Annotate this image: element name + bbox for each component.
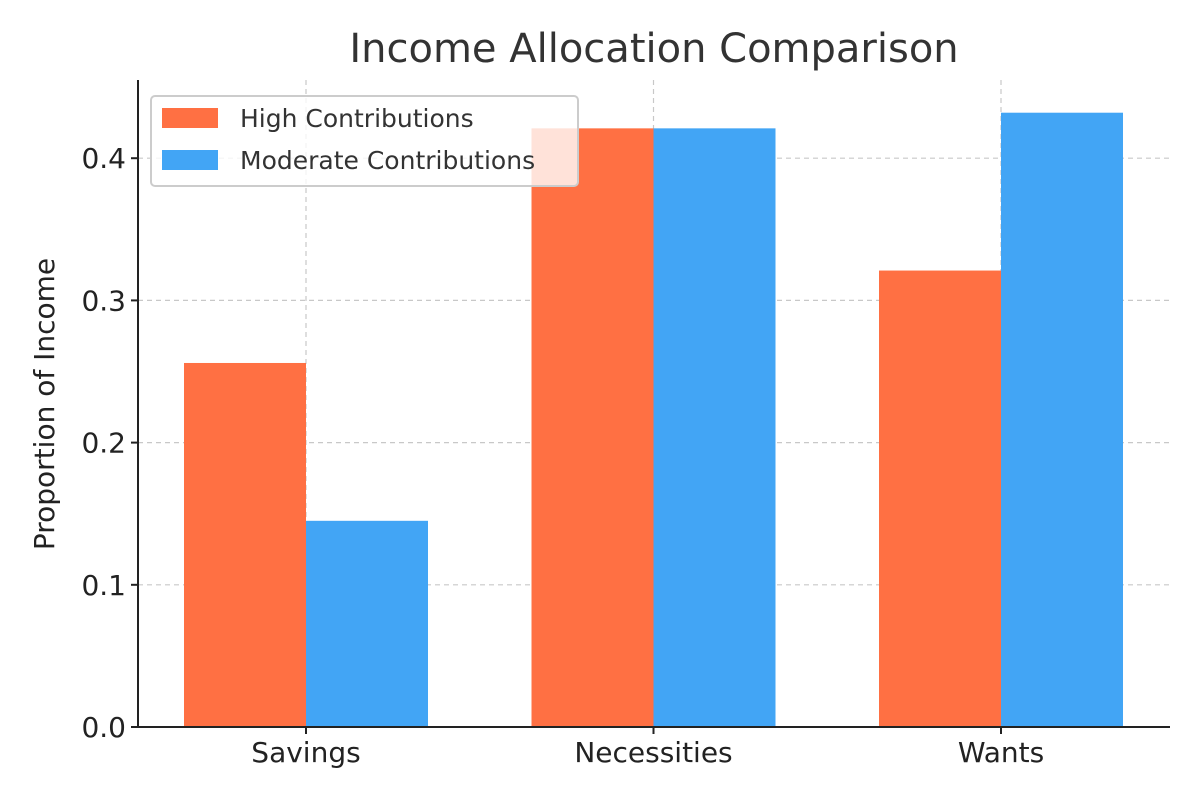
bar-high-contributions-necessities	[531, 128, 654, 727]
bar-moderate-contributions-savings	[306, 520, 428, 727]
legend-swatch-moderate-contributions	[162, 150, 218, 170]
legend-label-moderate-contributions: Moderate Contributions	[240, 146, 535, 175]
y-axis-label: Proportion of Income	[28, 258, 61, 550]
y-tick-label: 0.0	[81, 711, 126, 744]
bars	[184, 112, 1123, 727]
chart-title: Income Allocation Comparison	[349, 26, 958, 72]
legend: High Contributions Moderate Contribution…	[150, 95, 579, 187]
x-tick-label-savings: Savings	[251, 736, 360, 769]
bar-moderate-contributions-wants	[1001, 112, 1123, 727]
bar-high-contributions-wants	[879, 270, 1001, 727]
x-tick-label-necessities: Necessities	[574, 736, 732, 769]
x-tick-label-wants: Wants	[958, 736, 1044, 769]
legend-box	[150, 95, 579, 187]
legend-swatch-high-contributions	[162, 108, 218, 128]
y-tick-label: 0.1	[81, 569, 126, 602]
legend-label-high-contributions: High Contributions	[240, 104, 474, 133]
bar-high-contributions-savings	[184, 362, 306, 727]
bar-moderate-contributions-necessities	[653, 128, 776, 727]
axis-ticks: 0.0 0.1 0.2 0.3 0.4 Savings Necessities Wants	[81, 142, 1044, 769]
y-tick-label: 0.2	[81, 427, 126, 460]
y-tick-label: 0.4	[81, 142, 126, 175]
y-tick-label: 0.3	[81, 284, 126, 317]
